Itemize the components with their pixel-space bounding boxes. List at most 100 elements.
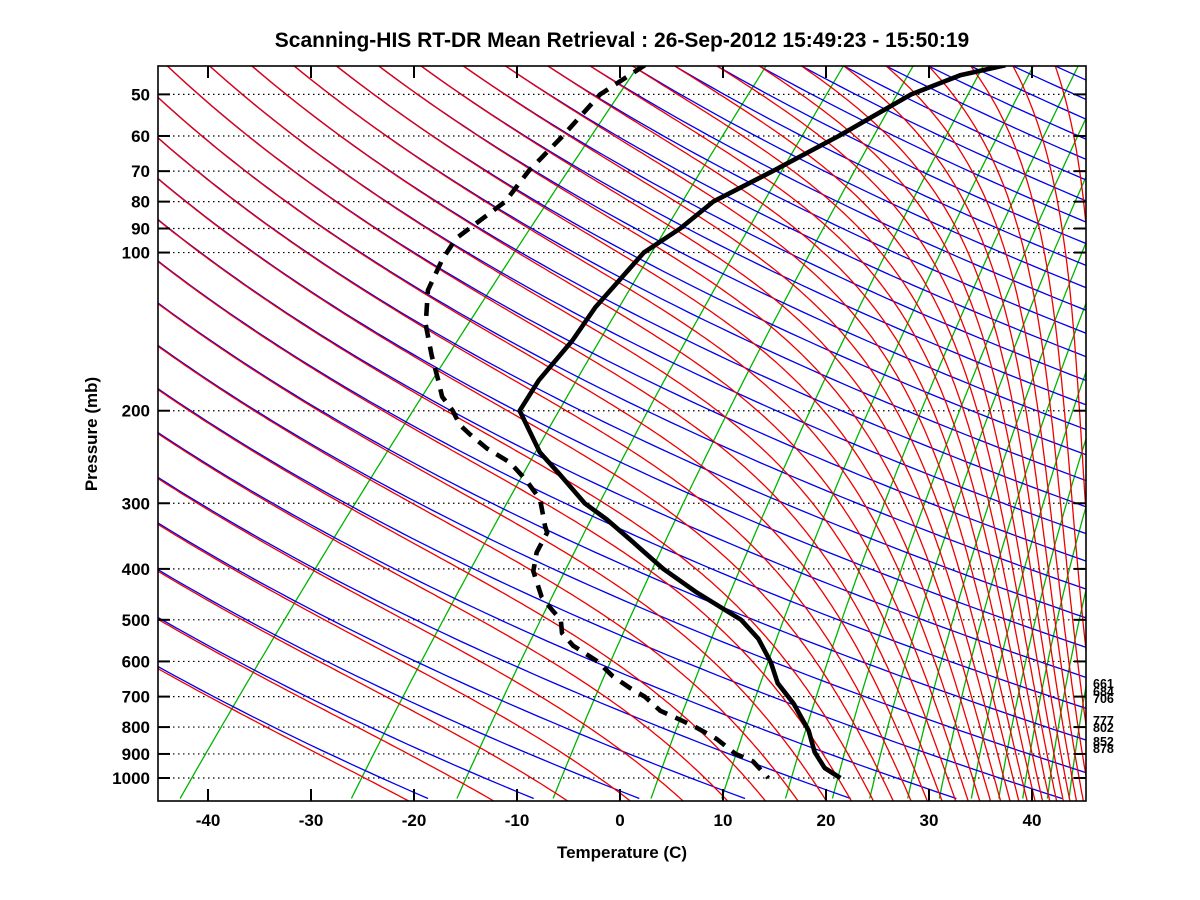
y-tick-label: 600 <box>122 652 150 671</box>
y-tick-label: 400 <box>122 560 150 579</box>
mixing-ratio-line <box>552 66 914 799</box>
dry-adiabat-line <box>158 431 957 800</box>
dry-adiabat-line <box>505 66 1086 358</box>
moist-adiabat-line <box>293 66 981 801</box>
mixing-ratio-line <box>831 116 1086 799</box>
moist-adiabat-line <box>716 66 1064 801</box>
dry-adiabat-line <box>158 218 1086 679</box>
x-tick-label: 20 <box>817 811 836 830</box>
plot-border <box>157 65 1087 802</box>
mixing-ratio-line <box>998 436 1086 799</box>
moist-adiabat-line <box>158 345 799 801</box>
y-tick-label: 90 <box>131 220 150 239</box>
x-tick-label: 10 <box>714 811 733 830</box>
mixing-ratio-line <box>1131 66 1200 799</box>
dry-adiabat-line <box>589 66 1086 311</box>
x-tick-label: -40 <box>196 811 221 830</box>
dry-adiabat-line <box>378 66 1086 431</box>
layer-pressure-label: 878 <box>1093 742 1114 756</box>
moist-adiabat-line <box>209 66 957 801</box>
dry-adiabat-line <box>420 66 1086 406</box>
layer-pressure-label: 684 <box>1093 685 1114 699</box>
mixing-ratio-line <box>938 301 1086 799</box>
mixing-ratio-line <box>1022 504 1086 799</box>
y-tick-label: 800 <box>122 718 150 737</box>
dry-adiabat-line <box>158 387 1063 800</box>
y-tick-label: 700 <box>122 688 150 707</box>
moist-adiabat-line <box>158 477 684 801</box>
moist-adiabat-line <box>158 302 828 801</box>
dry-adiabat-line <box>632 66 1086 289</box>
x-tick-label: -30 <box>299 811 324 830</box>
dry-adiabat-line <box>166 66 1086 562</box>
x-tick-label: 30 <box>920 811 939 830</box>
moist-adiabat-line <box>462 66 1020 801</box>
mixing-ratio-line <box>350 66 767 799</box>
moist-adiabat-line <box>927 66 1086 730</box>
moist-adiabat-line <box>158 523 631 801</box>
moist-adiabat-line <box>158 137 912 801</box>
dry-adiabat-line <box>158 568 640 800</box>
moist-adiabat-line <box>632 66 1051 801</box>
moist-adiabat-line <box>589 66 1044 801</box>
layer-pressure-label: 777 <box>1093 714 1114 728</box>
moist-adiabat-line <box>1012 66 1086 522</box>
x-axis-label: Temperature (C) <box>557 843 687 862</box>
x-tick-label: -20 <box>402 811 427 830</box>
moist-adiabat-line <box>251 66 969 801</box>
mixing-ratio-line <box>1185 66 1200 799</box>
moist-adiabat-line <box>158 570 569 801</box>
moist-adiabat-line <box>158 96 928 801</box>
x-tick-label: 0 <box>615 811 624 830</box>
moist-adiabat-line <box>158 219 875 801</box>
y-tick-label: 500 <box>122 611 150 630</box>
mixing-ratio-line <box>970 369 1086 799</box>
moist-adiabat-line <box>158 388 767 801</box>
moist-adiabat-line <box>158 667 410 801</box>
y-tick-label: 70 <box>131 162 150 181</box>
y-tick-label: 300 <box>122 494 150 513</box>
dry-adiabat-line <box>158 476 851 800</box>
dry-adiabat-line <box>716 66 1086 245</box>
dry-adiabat-line <box>801 66 1086 202</box>
mixing-ratio-line <box>1167 66 1200 799</box>
dry-adiabat-line <box>462 66 1086 382</box>
mixing-ratio-line <box>1068 682 1086 799</box>
moist-adiabat-line <box>843 66 1084 801</box>
x-tick-label: -10 <box>505 811 530 830</box>
moist-adiabat-line <box>674 66 1058 801</box>
temperature-curve <box>517 66 1006 780</box>
plot-line-layer <box>158 66 1200 801</box>
dry-adiabat-line <box>674 66 1086 267</box>
moist-adiabat-line <box>166 66 943 801</box>
y-tick-label: 900 <box>122 745 150 764</box>
moist-adiabat-line <box>158 178 894 801</box>
moist-adiabat-line <box>758 66 1071 801</box>
mixing-ratio-line <box>179 66 639 799</box>
moist-adiabat-line <box>505 66 1028 801</box>
moist-adiabat-line <box>378 66 1002 801</box>
moist-adiabat-line <box>158 618 495 801</box>
moist-adiabat-line <box>158 260 852 801</box>
moist-adiabat-line <box>420 66 1011 801</box>
y-tick-label: 60 <box>131 127 150 146</box>
moist-adiabat-line <box>970 66 1086 656</box>
layer-pressure-label: 706 <box>1093 692 1114 706</box>
x-tick-label: 40 <box>1023 811 1042 830</box>
dry-adiabat-line <box>885 66 1086 161</box>
y-tick-label: 100 <box>122 244 150 263</box>
dry-adiabat-line <box>158 616 534 800</box>
mixing-ratio-line <box>1149 66 1200 799</box>
moist-adiabat-line <box>885 66 1086 780</box>
y-axis-label: Pressure (mb) <box>82 377 101 491</box>
dewpoint-curve <box>423 66 770 780</box>
mixing-ratio-line <box>907 241 1086 799</box>
mixing-ratio-line <box>1111 66 1200 799</box>
dry-adiabat-line <box>758 66 1086 223</box>
dry-adiabat-line <box>293 66 1086 482</box>
dry-adiabat-line <box>158 302 1086 741</box>
dry-adiabat-line <box>251 66 1086 508</box>
dry-adiabat-line <box>158 344 1086 774</box>
